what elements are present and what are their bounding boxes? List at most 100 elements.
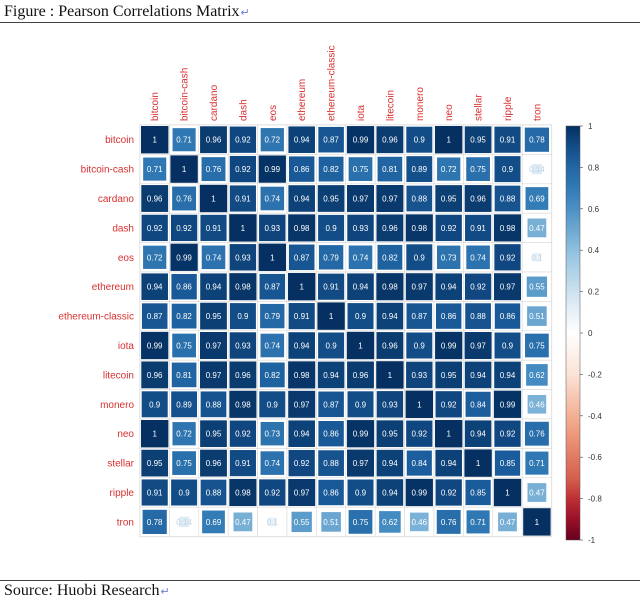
cell-square bbox=[199, 184, 228, 213]
cell-value: 0.92 bbox=[147, 224, 163, 233]
cell-square bbox=[346, 331, 375, 360]
column-label: monero bbox=[415, 87, 426, 121]
cell-square bbox=[172, 422, 196, 446]
cell-value: 0.99 bbox=[441, 342, 457, 351]
cell-value: 0.89 bbox=[176, 400, 192, 409]
cell-value: 0.9 bbox=[326, 224, 338, 233]
cell-value: 1 bbox=[417, 400, 422, 409]
cell-value: 0.94 bbox=[470, 430, 486, 439]
cell-square bbox=[229, 332, 257, 359]
cell-square bbox=[171, 273, 197, 300]
row-label: bitcoin bbox=[105, 135, 134, 146]
cell-value: 0.74 bbox=[470, 253, 486, 262]
cell-value: 0.98 bbox=[382, 283, 398, 292]
cell-value: 1 bbox=[152, 136, 157, 145]
cell-value: 0.97 bbox=[206, 371, 222, 380]
figure-title: Figure : Pearson Correlations Matrix↵ bbox=[4, 3, 250, 21]
cell-square bbox=[466, 510, 490, 534]
cell-value: 0.91 bbox=[294, 312, 310, 321]
cell-square bbox=[172, 128, 196, 152]
cell-square bbox=[318, 156, 344, 182]
cell-square bbox=[141, 391, 168, 418]
column-label: neo bbox=[444, 104, 455, 121]
cell-square bbox=[143, 245, 167, 269]
cell-square bbox=[406, 332, 433, 359]
cell-square bbox=[376, 449, 404, 477]
cell-square bbox=[141, 126, 169, 154]
cell-square bbox=[141, 273, 168, 300]
cell-value: 0.71 bbox=[529, 459, 545, 468]
cell-value: 0.97 bbox=[353, 195, 369, 204]
cell-value: 0.69 bbox=[206, 518, 222, 527]
cell-square bbox=[229, 214, 257, 242]
cell-square bbox=[288, 126, 315, 153]
cell-value: 0.75 bbox=[353, 518, 369, 527]
cell-value: 0.74 bbox=[265, 459, 281, 468]
cell-square bbox=[435, 479, 462, 506]
cell-square bbox=[141, 331, 169, 360]
cell-square bbox=[406, 303, 433, 329]
cell-square bbox=[406, 244, 433, 271]
cell-value: 0.99 bbox=[500, 400, 516, 409]
cell-value: 0.82 bbox=[265, 371, 281, 380]
cell-value: 0.92 bbox=[235, 165, 251, 174]
cell-value: 0.9 bbox=[149, 400, 161, 409]
cell-square bbox=[229, 420, 257, 447]
cell-value: 0.93 bbox=[353, 224, 369, 233]
cell-value: 0.96 bbox=[382, 136, 398, 145]
cell-square bbox=[260, 451, 285, 475]
column-label: stellar bbox=[474, 94, 485, 121]
cell-value: 0.84 bbox=[470, 400, 486, 409]
cell-square bbox=[376, 214, 404, 242]
cell-value: 0.88 bbox=[470, 312, 486, 321]
cell-square bbox=[267, 517, 277, 527]
colorbar-tick-label: 0.6 bbox=[588, 205, 600, 214]
cell-square bbox=[435, 273, 462, 300]
column-label: cardano bbox=[209, 84, 220, 121]
cell-value: 0.95 bbox=[441, 195, 457, 204]
cell-square bbox=[494, 361, 521, 389]
colorbar-tick-label: -0.8 bbox=[588, 495, 602, 504]
cell-value: 0.98 bbox=[412, 224, 428, 233]
cell-square bbox=[494, 244, 521, 271]
cell-value: 1 bbox=[446, 430, 451, 439]
cell-square bbox=[465, 214, 492, 241]
cell-square bbox=[435, 420, 463, 448]
cell-square bbox=[317, 302, 345, 330]
cell-value: 1 bbox=[535, 518, 540, 527]
colorbar-tick-label: -0.2 bbox=[588, 370, 602, 379]
cell-square bbox=[464, 420, 492, 447]
row-label: cardano bbox=[98, 194, 135, 205]
cell-value: 0.94 bbox=[500, 371, 516, 380]
cell-value: 0.88 bbox=[323, 459, 339, 468]
cell-square bbox=[288, 420, 315, 447]
cell-value: 0.86 bbox=[323, 430, 339, 439]
cell-value: 0.93 bbox=[265, 224, 281, 233]
cell-value: 0.96 bbox=[206, 136, 222, 145]
cell-square bbox=[494, 273, 521, 301]
cell-square bbox=[318, 245, 344, 270]
cell-value: 1 bbox=[505, 489, 510, 498]
cell-square bbox=[348, 510, 373, 534]
cell-square bbox=[435, 214, 462, 242]
cell-value: 0.94 bbox=[470, 371, 486, 380]
cell-value: 0.76 bbox=[441, 518, 457, 527]
cell-square bbox=[376, 273, 404, 301]
cell-square bbox=[200, 420, 227, 448]
cell-value: 0.86 bbox=[294, 165, 310, 174]
row-label: eos bbox=[118, 253, 134, 264]
cell-square bbox=[288, 390, 316, 418]
cell-square bbox=[347, 185, 374, 212]
cell-value: 0.55 bbox=[294, 518, 310, 527]
cell-value: 0.78 bbox=[147, 518, 163, 527]
row-label: neo bbox=[117, 429, 134, 440]
colorbar bbox=[565, 125, 581, 541]
cell-square bbox=[348, 245, 373, 270]
cell-value: 0.84 bbox=[412, 459, 428, 468]
cell-square bbox=[406, 126, 433, 153]
column-label: ethereum bbox=[297, 79, 308, 121]
cell-value: 0.94 bbox=[294, 430, 310, 439]
cell-value: 0.98 bbox=[500, 224, 516, 233]
cell-value: 0.92 bbox=[441, 400, 457, 409]
row-label: bitcoin-cash bbox=[81, 165, 134, 176]
